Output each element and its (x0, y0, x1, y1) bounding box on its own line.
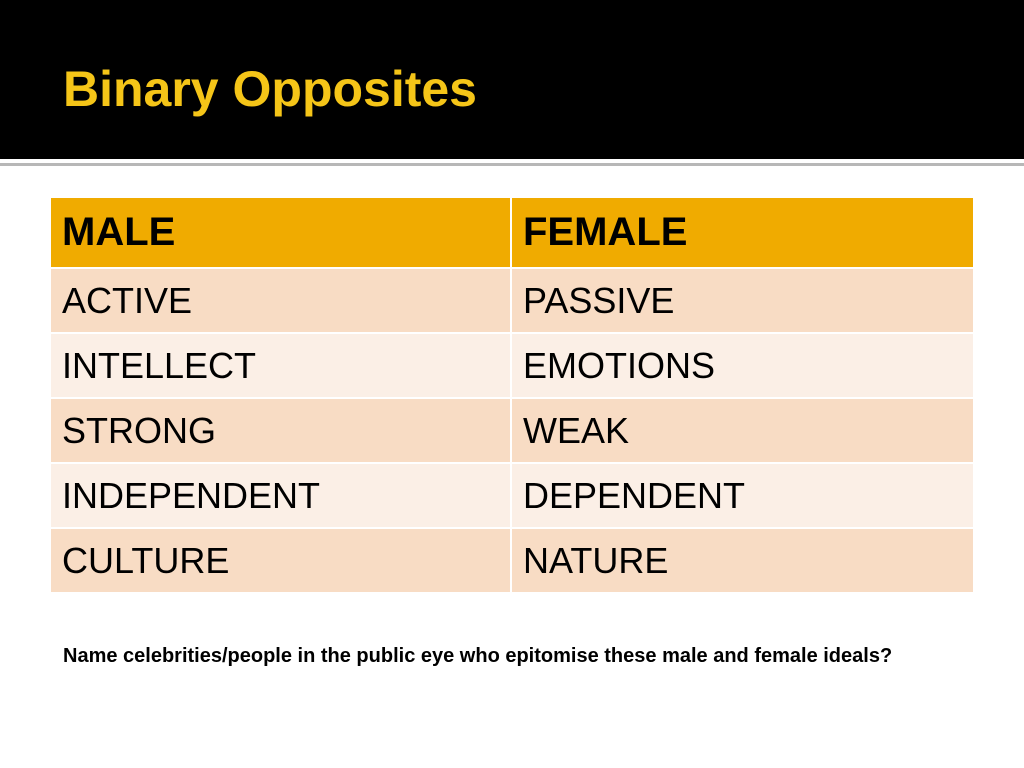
discussion-question: Name celebrities/people in the public ey… (63, 645, 893, 667)
male-cell: ACTIVE (51, 269, 512, 334)
female-cell: WEAK (512, 399, 973, 464)
table-header-row: MALE FEMALE (51, 198, 973, 269)
male-cell: INTELLECT (51, 334, 512, 399)
male-cell: INDEPENDENT (51, 464, 512, 529)
male-cell: STRONG (51, 399, 512, 464)
female-cell: EMOTIONS (512, 334, 973, 399)
title-underline (0, 163, 1024, 166)
female-cell: NATURE (512, 529, 973, 592)
table-container: MALE FEMALE ACTIVE PASSIVE INTELLECT EMO… (51, 198, 973, 592)
slide-title: Binary Opposites (63, 61, 477, 117)
header-female: FEMALE (512, 198, 973, 269)
table-row: CULTURE NATURE (51, 529, 973, 592)
binary-opposites-table: MALE FEMALE ACTIVE PASSIVE INTELLECT EMO… (51, 198, 973, 592)
table-row: INTELLECT EMOTIONS (51, 334, 973, 399)
female-cell: DEPENDENT (512, 464, 973, 529)
table-row: ACTIVE PASSIVE (51, 269, 973, 334)
table-row: STRONG WEAK (51, 399, 973, 464)
male-cell: CULTURE (51, 529, 512, 592)
header-male: MALE (51, 198, 512, 269)
female-cell: PASSIVE (512, 269, 973, 334)
table-row: INDEPENDENT DEPENDENT (51, 464, 973, 529)
title-bar: Binary Opposites (0, 0, 1024, 159)
